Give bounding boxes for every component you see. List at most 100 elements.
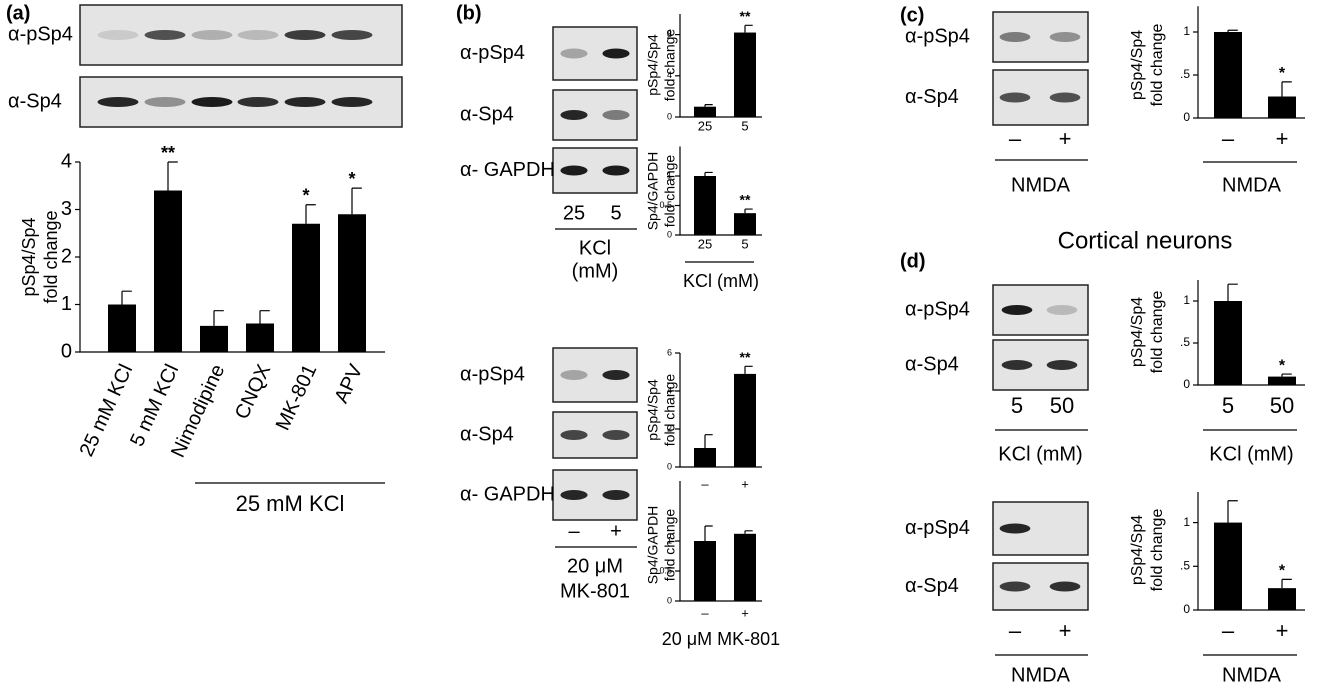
error-bar [1281,373,1292,377]
blot-band [602,165,630,176]
y-tick-label: 0 [667,461,672,471]
error-bar-line [167,161,178,191]
x-tick-label: 25 mM KCl [76,361,138,460]
lane-label: 50 [1050,393,1074,418]
blot-band [560,165,588,176]
significance-label: ** [740,349,751,365]
blot-row-label: α-Sp4 [905,353,959,375]
error-bar-line [704,434,713,448]
error-bar [704,525,713,541]
blot-band [1046,360,1078,370]
bar [734,373,756,467]
blot-band [1001,305,1033,315]
x-tick-label: + [741,605,749,620]
blot-band [560,430,588,440]
error-bar-line [259,310,270,324]
blot-row-label: α-Sp4 [905,86,959,108]
bar [292,223,320,352]
x-tick-label: APV [330,360,367,406]
error-bar-line [1281,578,1292,589]
blot-row-label: α-pSp4 [905,25,970,47]
significance-label: * [302,186,309,206]
blot-band [999,32,1031,42]
error-bar [351,187,362,215]
y-tick-label: .5 [1180,335,1190,349]
bar [1214,522,1242,610]
blot-band [144,97,186,107]
blot-band [144,30,186,40]
error-bar-line [1281,81,1292,97]
error-bar [213,310,224,326]
blot-band [1001,360,1033,370]
bar [734,533,756,601]
error-bar [259,310,270,324]
y-tick-label: 2 [61,245,72,267]
bar [1268,376,1296,385]
x-tick-label: 50 [1270,393,1294,418]
panel-label: (b) [456,2,482,24]
error-bar [121,290,132,305]
blot-band [237,97,279,107]
blot-band [331,97,373,107]
blot-band [97,97,139,107]
x-tick-label: – [701,476,709,491]
bar [694,176,716,235]
y-axis-label: Sp4/GAPDH [645,152,661,231]
y-tick-label: 0 [667,595,672,605]
bar [200,325,228,352]
blot-band [999,581,1031,592]
bar [1268,96,1296,118]
blot-band [602,370,630,380]
lane-label: 5 [1011,393,1023,418]
error-bar-line [704,104,713,107]
bar [734,32,756,117]
lane-label: 25 [563,202,585,224]
condition-label: KCl (mM) [998,443,1082,465]
panel-label: (c) [900,4,924,26]
y-tick-label: 1 [1183,24,1190,38]
y-axis-label: fold change [662,509,678,582]
blot-row-label: α- GAPDH [460,483,555,505]
error-bar-line [744,365,753,374]
error-bar [704,171,713,176]
error-bar-line [704,525,713,541]
x-tick-label: 5 [741,236,748,251]
blot-band [191,30,233,40]
y-tick-label: .5 [1180,558,1190,572]
y-axis-label: fold change [1149,24,1166,107]
x-tick-label: 5 [741,118,748,133]
significance-label: * [1279,357,1286,374]
x-tick-label: – [1222,618,1235,643]
blot-band [560,490,588,500]
blot-band [999,92,1031,103]
y-axis-label: fold change [1149,291,1166,374]
x-axis-label: NMDA [1222,174,1282,196]
blot-row-label: α-Sp4 [460,103,514,125]
x-tick-label: MK-801 [272,361,322,434]
condition-label: NMDA [1011,174,1071,196]
error-bar [305,204,316,224]
blot-row-label: α-pSp4 [905,298,970,320]
y-tick-label: 0.5 [659,565,672,575]
error-bar [1227,500,1238,523]
lane-label: + [1059,618,1072,643]
group-label: 25 mM KCl [236,491,345,516]
panel-label: (a) [6,2,30,24]
bar [1214,301,1242,385]
y-axis-label: pSp4/Sp4 [1129,297,1146,367]
blot-band [560,370,588,380]
bar [694,541,716,601]
y-tick-label: 4 [667,70,672,80]
blot-row-label: α- GAPDH [460,159,555,181]
y-tick-label: .5 [1180,67,1190,81]
lane-label: – [568,520,580,542]
x-axis-label: KCl (mM) [1209,443,1293,465]
significance-label: * [1279,65,1286,82]
significance-label: * [348,169,355,189]
y-tick-label: 1 [667,170,672,180]
blot-band [97,30,139,40]
x-axis-label: KCl (mM) [683,271,759,291]
error-bar [744,530,753,534]
significance-label: ** [740,8,751,24]
